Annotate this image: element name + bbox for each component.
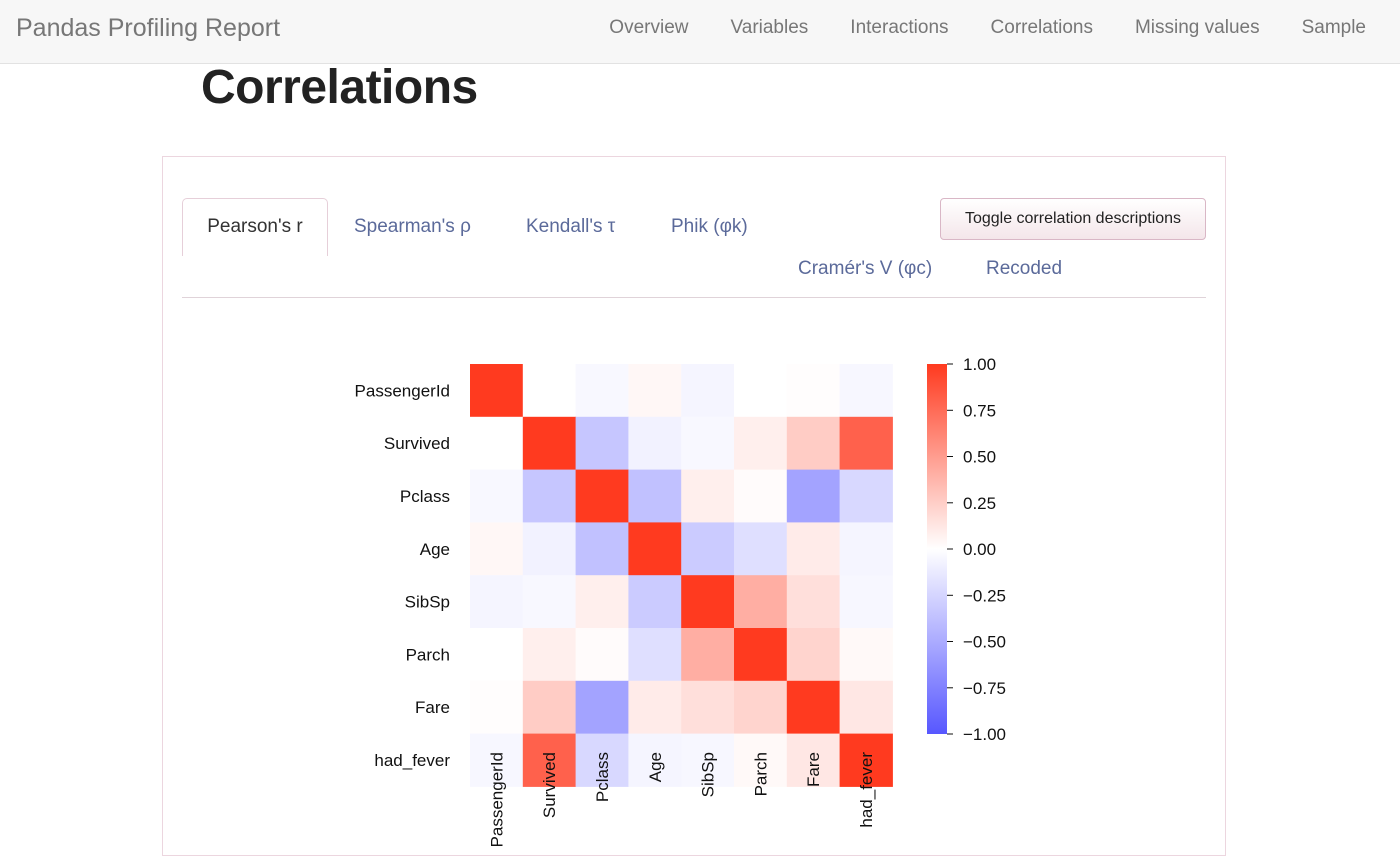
correlations-panel [162,156,1226,856]
nav-link-missing-values[interactable]: Missing values [1134,17,1260,38]
nav-link-sample[interactable]: Sample [1301,17,1366,38]
tab-pearson[interactable]: Pearson's r [182,198,328,256]
toggle-correlation-descriptions-button[interactable]: Toggle correlation descriptions [940,198,1206,240]
brand-title[interactable]: Pandas Profiling Report [16,14,281,42]
nav-link-correlations[interactable]: Correlations [990,17,1093,38]
nav-link-interactions[interactable]: Interactions [850,17,949,38]
tab-recoded[interactable]: Recoded [986,258,1063,279]
nav-link-overview[interactable]: Overview [609,17,689,38]
nav-link-variables[interactable]: Variables [730,17,809,38]
tab-kendall[interactable]: Kendall's τ [526,216,616,237]
tab-cramers-v[interactable]: Cramér's V (φc) [798,258,933,279]
page-title: Correlations [201,61,478,114]
nav-links: Overview Variables Interactions Correlat… [609,17,1400,39]
tab-spearman[interactable]: Spearman's ρ [354,216,471,237]
tab-phik[interactable]: Phik (φk) [671,216,748,237]
top-navbar: Pandas Profiling Report Overview Variabl… [0,0,1400,64]
tabs-divider [182,297,1206,298]
